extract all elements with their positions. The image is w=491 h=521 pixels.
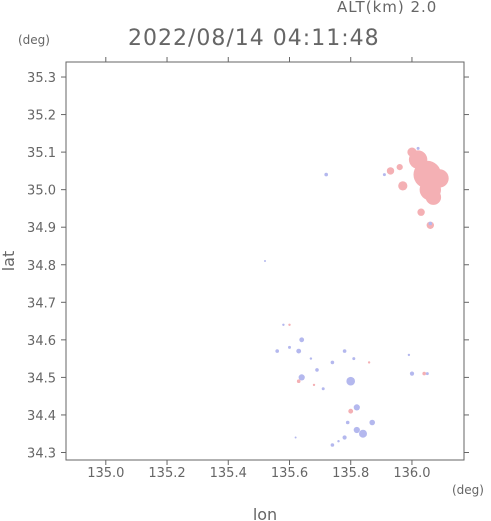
echo-point-positive-9 — [417, 208, 425, 216]
echo-point-negative-25 — [282, 323, 285, 326]
echo-point-negative-27 — [294, 436, 297, 439]
echo-point-positive-4 — [425, 189, 442, 205]
echo-point-negative-5 — [369, 419, 376, 426]
echo-point-negative-20 — [407, 353, 411, 357]
echo-point-positive-16 — [422, 371, 427, 376]
y-tick-label: 34.5 — [27, 371, 56, 386]
echo-point-negative-2 — [353, 404, 360, 411]
echo-point-negative-16 — [330, 360, 335, 365]
y-tick-label: 34.3 — [27, 446, 56, 461]
echo-point-positive-13 — [312, 383, 316, 387]
x-tick-label: 135.8 — [332, 466, 369, 481]
echo-point-positive-8 — [396, 164, 403, 171]
x-tick-label: 135.0 — [87, 466, 124, 481]
data-marks — [264, 146, 449, 447]
echo-point-negative-29 — [416, 146, 420, 150]
plot-frame — [65, 61, 465, 461]
y-unit-label: (deg) — [18, 33, 50, 47]
y-tick-label: 35.2 — [27, 109, 56, 124]
x-unit-label: (deg) — [452, 483, 484, 497]
x-tick-label: 135.6 — [271, 466, 308, 481]
echo-point-positive-7 — [386, 167, 395, 175]
echo-point-positive-5 — [407, 147, 417, 157]
echo-point-negative-23 — [382, 173, 386, 177]
echo-point-negative-8 — [298, 374, 305, 381]
echo-point-negative-15 — [309, 357, 313, 360]
echo-point-positive-10 — [426, 221, 434, 229]
echo-point-negative-3 — [353, 426, 360, 434]
echo-point-negative-0 — [346, 376, 356, 386]
x-tick-label: 136.0 — [393, 466, 430, 481]
echo-point-positive-17 — [367, 361, 371, 364]
x-tick-label: 135.2 — [148, 466, 185, 481]
echo-point-negative-19 — [409, 371, 415, 376]
echo-point-negative-9 — [296, 348, 302, 354]
echo-point-negative-22 — [324, 172, 329, 177]
altitude-label: ALT(km) 2.0 — [337, 0, 438, 16]
echo-point-negative-10 — [299, 337, 305, 343]
y-tick-label: 34.8 — [27, 259, 56, 274]
echo-point-negative-4 — [342, 435, 347, 440]
echo-point-positive-11 — [348, 408, 354, 414]
y-tick-label: 34.6 — [27, 334, 56, 349]
y-axis-label: lat — [0, 251, 18, 272]
echo-point-negative-18 — [352, 357, 356, 361]
echo-point-negative-11 — [288, 345, 291, 349]
y-tick-label: 35.3 — [27, 71, 56, 86]
echo-point-negative-28 — [428, 221, 433, 226]
echo-point-positive-15 — [288, 323, 291, 326]
echo-point-positive-3 — [430, 169, 449, 188]
echo-point-positive-6 — [398, 181, 408, 191]
echo-point-negative-14 — [321, 387, 325, 391]
x-axis-label: lon — [253, 505, 277, 521]
echo-point-negative-7 — [345, 420, 350, 425]
y-axis-ticks: 34.3 34.4 34.5 34.6 34.7 34.8 34.9 35.0 35.1 35.2… — [27, 71, 469, 461]
chart-title: 2022/08/14 04:11:48 — [128, 26, 380, 51]
echo-point-positive-12 — [296, 379, 301, 384]
x-tick-label: 135.4 — [210, 466, 247, 481]
echo-point-negative-1 — [359, 429, 367, 438]
y-tick-label: 34.7 — [27, 296, 56, 311]
echo-point-negative-6 — [330, 443, 335, 447]
y-tick-label: 34.4 — [27, 409, 56, 424]
echo-point-negative-24 — [264, 260, 266, 262]
y-tick-label: 35.0 — [27, 184, 56, 199]
echo-point-negative-26 — [337, 440, 340, 443]
x-axis-ticks: 135.0 135.2 135.4 135.6 135.8 136.0 — [87, 57, 431, 481]
echo-point-negative-13 — [315, 368, 319, 372]
echo-point-negative-21 — [425, 372, 429, 376]
y-tick-label: 35.1 — [27, 146, 56, 161]
y-tick-label: 34.9 — [27, 221, 56, 236]
echo-point-negative-12 — [275, 349, 280, 353]
echo-point-negative-17 — [342, 349, 347, 353]
